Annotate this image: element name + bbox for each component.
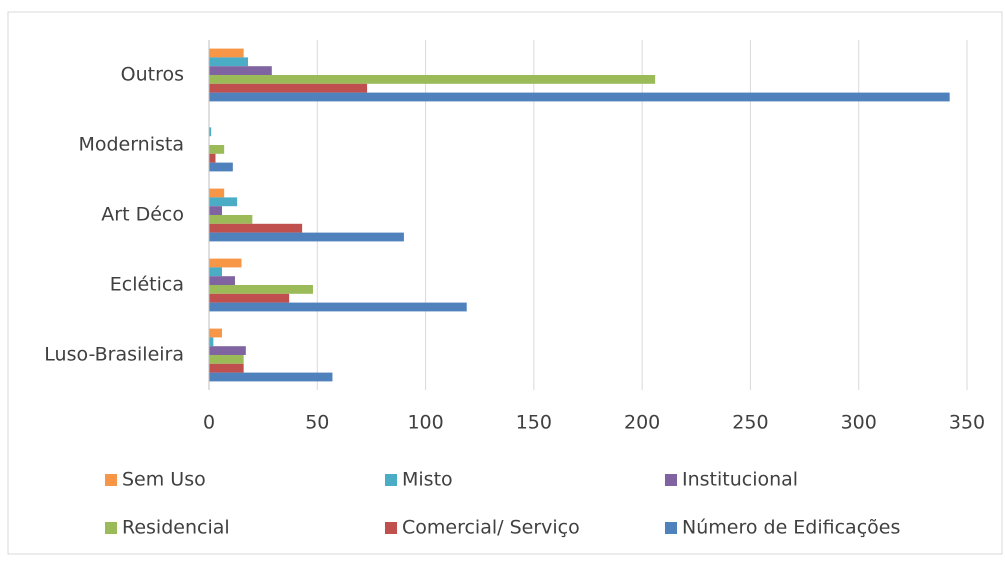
y-tick-label: Modernista xyxy=(78,134,184,156)
bar xyxy=(209,145,225,154)
bar xyxy=(209,75,656,84)
x-tick-label: 250 xyxy=(732,412,768,434)
bar xyxy=(209,337,214,347)
legend-swatch xyxy=(105,474,117,486)
bar xyxy=(209,92,950,102)
x-tick-label: 100 xyxy=(407,412,443,434)
bar xyxy=(209,48,244,58)
legend-label: Misto xyxy=(402,469,453,491)
bar xyxy=(209,127,212,137)
chart-frame xyxy=(7,11,1003,555)
bar xyxy=(209,363,244,373)
y-tick-label: Outros xyxy=(121,64,184,86)
bar xyxy=(209,328,222,338)
bar xyxy=(209,66,272,75)
y-tick-label: Art Déco xyxy=(101,204,184,226)
legend-label: Número de Edificações xyxy=(682,517,900,539)
bar xyxy=(209,258,242,268)
bar xyxy=(209,162,233,172)
legend-label: Residencial xyxy=(122,517,230,539)
x-tick-label: 350 xyxy=(949,412,985,434)
y-tick-label: Luso-Brasileira xyxy=(44,344,184,366)
y-tick-label: Eclética xyxy=(110,274,184,296)
bar xyxy=(209,302,467,312)
legend-swatch xyxy=(385,474,397,486)
bar xyxy=(209,372,333,382)
x-tick-label: 50 xyxy=(305,412,329,434)
legend-label: Sem Uso xyxy=(122,469,206,491)
bar xyxy=(209,197,238,207)
x-tick-label: 300 xyxy=(841,412,877,434)
bar xyxy=(209,223,303,233)
bar xyxy=(209,346,246,355)
legend-swatch xyxy=(665,474,677,486)
bar xyxy=(209,267,222,277)
bar xyxy=(209,188,225,198)
bar xyxy=(209,83,368,93)
bar xyxy=(209,355,244,364)
bar xyxy=(209,153,216,163)
bar xyxy=(209,293,290,303)
bar xyxy=(209,206,222,215)
bar xyxy=(209,276,235,285)
legend-swatch xyxy=(105,522,117,534)
legend-swatch xyxy=(665,522,677,534)
legend-label: Comercial/ Serviço xyxy=(402,517,580,539)
x-tick-label: 200 xyxy=(624,412,660,434)
legend-swatch xyxy=(385,522,397,534)
x-tick-label: 150 xyxy=(516,412,552,434)
legend-label: Institucional xyxy=(682,469,798,491)
bar xyxy=(209,215,253,224)
x-tick-label: 0 xyxy=(203,412,215,434)
bar xyxy=(209,285,313,294)
bar xyxy=(209,232,404,242)
bar xyxy=(209,57,248,67)
